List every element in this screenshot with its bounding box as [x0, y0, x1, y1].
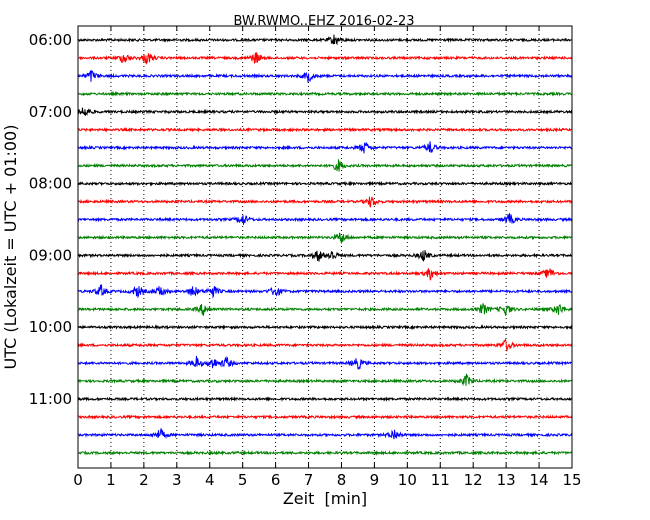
trace-line-08:30 — [77, 213, 573, 225]
plot-frame — [77, 25, 573, 469]
x-tick-label: 13 — [497, 471, 516, 489]
x-tick-label: 12 — [464, 471, 483, 489]
x-tick-label: 5 — [238, 471, 248, 489]
x-tick-label: 8 — [337, 471, 347, 489]
x-tick-label: 7 — [304, 471, 314, 489]
trace-line-11:45 — [77, 449, 573, 456]
y-axis-label: UTC (Lokalzeit = UTC + 01:00) — [1, 125, 20, 370]
trace-line-08:45 — [77, 232, 573, 244]
trace-line-07:00 — [77, 107, 573, 116]
trace-line-10:15 — [77, 338, 573, 352]
x-tick-label: 6 — [271, 471, 281, 489]
trace-line-07:30 — [77, 141, 573, 154]
trace-line-06:15 — [77, 52, 573, 65]
x-tick-label: 1 — [106, 471, 116, 489]
trace-line-10:00 — [77, 324, 573, 331]
chart-title: BW.RWMO..EHZ 2016-02-23 — [233, 14, 414, 29]
y-tick-label: 07:00 — [29, 103, 72, 121]
trace-line-10:30 — [77, 355, 573, 370]
trace-line-09:45 — [77, 303, 573, 316]
axis-ticks: 0 1 2 3 4 5 6 7 8 9 10 11 12 13 14 1506:0007:0008:0009:… — [29, 26, 582, 489]
trace-line-06:45 — [77, 90, 573, 97]
y-tick-label: 06:00 — [29, 31, 72, 49]
x-tick-label: 10 — [398, 471, 417, 489]
trace-line-09:30 — [77, 284, 573, 299]
x-tick-label: 4 — [205, 471, 215, 489]
trace-line-09:00 — [77, 250, 573, 262]
x-tick-label: 2 — [139, 471, 149, 489]
y-tick-label: 11:00 — [29, 390, 72, 408]
trace-line-11:00 — [77, 396, 573, 403]
trace-line-11:30 — [77, 428, 573, 440]
trace-line-06:30 — [77, 70, 573, 83]
trace-line-11:15 — [77, 413, 573, 420]
trace-line-07:15 — [77, 126, 573, 133]
x-tick-label: 9 — [370, 471, 380, 489]
seismogram-traces — [77, 34, 573, 456]
y-tick-label: 09:00 — [29, 246, 72, 264]
trace-line-06:00 — [77, 34, 573, 46]
trace-line-09:15 — [77, 268, 573, 281]
y-tick-label: 08:00 — [29, 175, 72, 193]
x-tick-label: 11 — [431, 471, 450, 489]
x-tick-label: 14 — [530, 471, 549, 489]
trace-line-08:00 — [77, 180, 573, 187]
trace-line-10:45 — [77, 373, 573, 387]
grid-lines — [110, 26, 540, 468]
trace-line-07:45 — [77, 159, 573, 172]
x-tick-label: 15 — [562, 471, 581, 489]
trace-line-08:15 — [77, 196, 573, 208]
x-axis-label: Zeit [min] — [283, 489, 367, 508]
y-tick-label: 10:00 — [29, 318, 72, 336]
x-tick-label: 3 — [172, 471, 182, 489]
x-tick-label: 0 — [73, 471, 83, 489]
